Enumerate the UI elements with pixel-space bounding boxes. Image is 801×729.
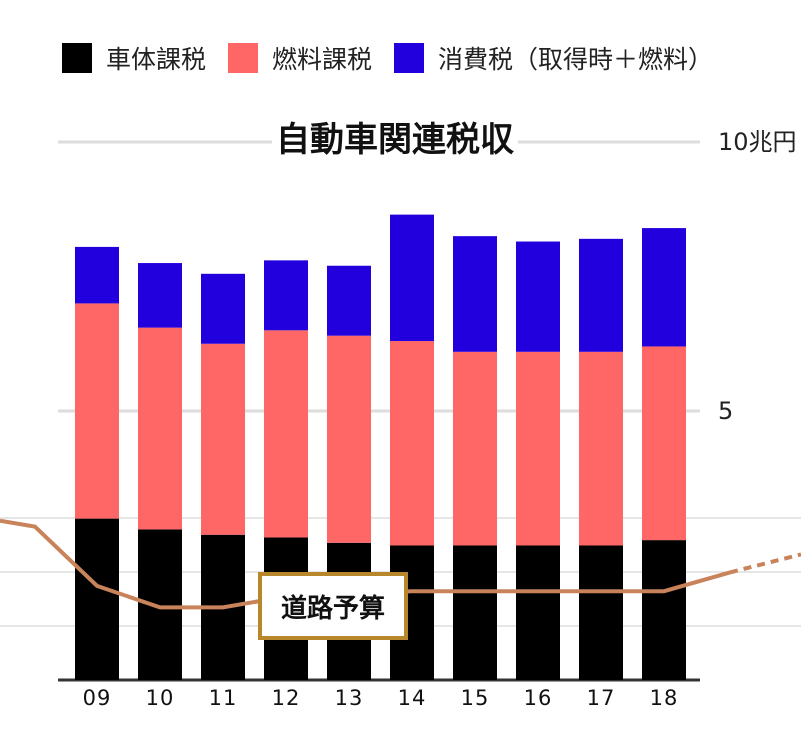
legend-label: 消費税（取得時＋燃料）	[438, 45, 714, 74]
x-tick-16: 16	[524, 686, 553, 710]
x-tick-18: 18	[650, 686, 679, 710]
chart-title: 自動車関連税収	[272, 112, 518, 161]
legend-label: 車体課税	[106, 45, 207, 74]
bar-18-series-2	[642, 228, 686, 347]
bar-14-series-2	[390, 214, 434, 342]
y-tick-1: 5	[718, 397, 733, 425]
bar-15-series-1	[453, 351, 497, 546]
road-budget-line-dashed	[729, 552, 801, 575]
y-tick-labels: 10兆円 5	[718, 128, 797, 425]
x-tick-10: 10	[146, 686, 175, 710]
bar-11-series-2	[201, 273, 245, 344]
legend-swatch	[228, 43, 259, 73]
legend-item-fuel-tax: 燃料課税	[228, 40, 372, 76]
bar-09-series-0	[75, 518, 119, 680]
bar-10-series-0	[138, 529, 182, 680]
bar-15-series-2	[453, 236, 497, 352]
bar-09-series-1	[75, 303, 119, 519]
bar-09-series-2	[75, 246, 119, 304]
bar-18-series-0	[642, 540, 686, 680]
bar-10-series-1	[138, 327, 182, 530]
legend: 車体課税 燃料課税 消費税（取得時＋燃料）	[62, 40, 735, 76]
bar-12-series-2	[264, 260, 308, 331]
y-tick-0: 10兆円	[718, 128, 797, 156]
bar-17-series-0	[579, 545, 623, 680]
bars	[75, 214, 686, 680]
road-budget-callout: 道路予算	[258, 572, 408, 640]
bar-13-series-1	[327, 335, 371, 543]
x-tick-15: 15	[461, 686, 490, 710]
legend-swatch	[62, 43, 92, 73]
bar-11-series-1	[201, 343, 245, 535]
x-tick-13: 13	[335, 686, 364, 710]
bar-10-series-2	[138, 263, 182, 328]
bar-17-series-2	[579, 238, 623, 352]
x-tick-17: 17	[587, 686, 616, 710]
legend-item-consumption-tax: 消費税（取得時＋燃料）	[394, 40, 713, 76]
bar-16-series-0	[516, 545, 560, 680]
x-tick-09: 09	[83, 686, 112, 710]
x-tick-labels: 09 10 11 12 13 14 15 16 17 18	[83, 686, 679, 710]
bar-15-series-0	[453, 545, 497, 680]
bar-14-series-1	[390, 341, 434, 546]
bar-16-series-1	[516, 351, 560, 546]
x-tick-11: 11	[209, 686, 238, 710]
x-tick-14: 14	[398, 686, 427, 710]
bar-12-series-1	[264, 330, 308, 538]
bar-16-series-2	[516, 241, 560, 352]
legend-swatch	[394, 43, 425, 73]
legend-label: 燃料課税	[272, 45, 373, 74]
bar-13-series-2	[327, 265, 371, 336]
bar-17-series-1	[579, 351, 623, 546]
legend-item-body-tax: 車体課税	[62, 40, 206, 76]
bar-18-series-1	[642, 346, 686, 541]
x-tick-12: 12	[272, 686, 301, 710]
